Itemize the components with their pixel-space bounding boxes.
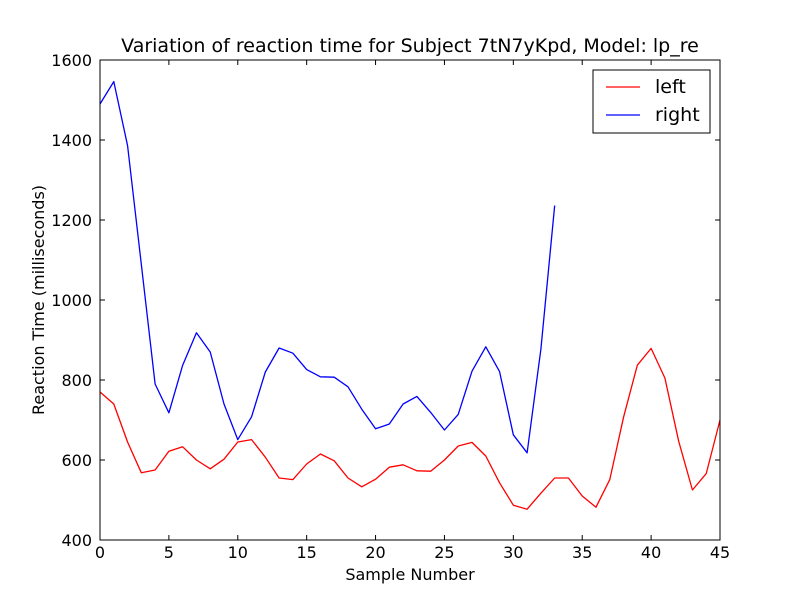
x-axis-label: Sample Number: [345, 565, 475, 584]
ticks-layer: 0 5 10 15 20 25 30 35 40 45 400 600 800 1000 1200 1400 1…: [51, 51, 730, 562]
legend-label-right: right: [655, 104, 700, 126]
legend-box: [592, 69, 711, 134]
y-tick-label: 1600: [51, 51, 92, 70]
plot-border: [99, 59, 721, 541]
x-tick-label: 40: [641, 543, 661, 562]
x-tick-label: 45: [710, 543, 730, 562]
series-layer: [99, 80, 721, 510]
x-tick-label: 10: [228, 543, 248, 562]
y-axis-label: Reaction Time (milliseconds): [29, 185, 48, 415]
x-tick-label: 5: [164, 543, 174, 562]
y-tick-label: 1000: [51, 291, 92, 310]
x-tick-label: 0: [95, 543, 105, 562]
y-tick-label: 400: [61, 531, 92, 550]
chart-title: Variation of reaction time for Subject 7…: [121, 35, 699, 57]
legend: left right: [592, 69, 711, 134]
x-tick-label: 25: [434, 543, 454, 562]
y-tick-label: 600: [61, 451, 92, 470]
x-tick-label: 30: [503, 543, 523, 562]
y-tick-label: 1400: [51, 131, 92, 150]
series-line-left: [99, 347, 721, 510]
x-tick-label: 35: [572, 543, 592, 562]
x-tick-label: 20: [365, 543, 385, 562]
legend-label-left: left: [655, 76, 686, 98]
y-tick-label: 1200: [51, 211, 92, 230]
y-tick-label: 800: [61, 371, 92, 390]
x-tick-label: 15: [296, 543, 316, 562]
plot-area: [100, 60, 720, 540]
series-line-right: [99, 80, 556, 454]
